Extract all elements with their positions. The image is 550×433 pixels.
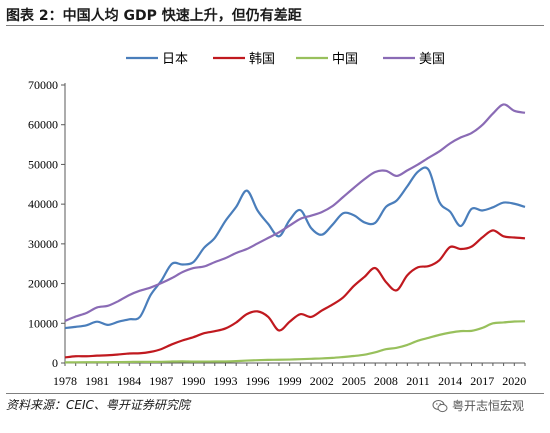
x-tick-label: 1990 [181,374,205,388]
x-tick-label: 2002 [310,374,334,388]
x-tick-label: 2008 [374,374,398,388]
footer-divider [6,393,544,394]
x-tick-label: 2011 [406,374,430,388]
x-tick-label: 1999 [278,374,302,388]
x-tick-label: 1996 [246,374,270,388]
x-tick-label: 2005 [342,374,366,388]
y-tick-label: 70000 [28,78,58,92]
x-tick-label: 1981 [85,374,109,388]
x-tick-label: 2017 [470,374,494,388]
legend: 日本 韩国 中国 美国 [126,52,445,67]
y-tick-label: 30000 [28,237,58,251]
y-tick-label: 40000 [28,197,58,211]
series-line-1 [64,229,526,359]
y-tick-label: 10000 [28,316,58,330]
series-line-3 [64,103,526,322]
legend-label-0: 日本 [162,52,188,67]
y-tick-label: 50000 [28,157,58,171]
x-tick-label: 1984 [117,374,141,388]
y-tick-label: 60000 [28,118,58,132]
chart-axes: 0 10000 20000 30000 40000 50000 60000 70000 1978… [28,78,526,388]
watermark-text: 粤开志恒宏观 [452,399,525,413]
y-tick-label: 0 [52,356,58,370]
chart-series [64,103,526,364]
x-tick-label: 1987 [149,374,173,388]
legend-label-1: 韩国 [249,52,275,67]
watermark: 粤开志恒宏观 [432,397,524,414]
x-tick-label: 1993 [213,374,237,388]
x-tick-label: 1978 [53,374,77,388]
y-tick-label: 20000 [28,277,58,291]
x-tick-label: 2014 [438,374,462,388]
title-divider [6,25,544,26]
legend-label-2: 中国 [332,52,358,67]
series-line-2 [64,320,526,364]
x-tick-label: 2020 [502,374,526,388]
source-note: 资料来源：CEIC、粤开证券研究院 [6,398,190,412]
series-line-0 [64,166,526,330]
legend-label-3: 美国 [419,52,445,67]
wechat-icon [432,399,448,412]
chart-title: 图表 2：中国人均 GDP 快速上升，但仍有差距 [6,8,302,24]
